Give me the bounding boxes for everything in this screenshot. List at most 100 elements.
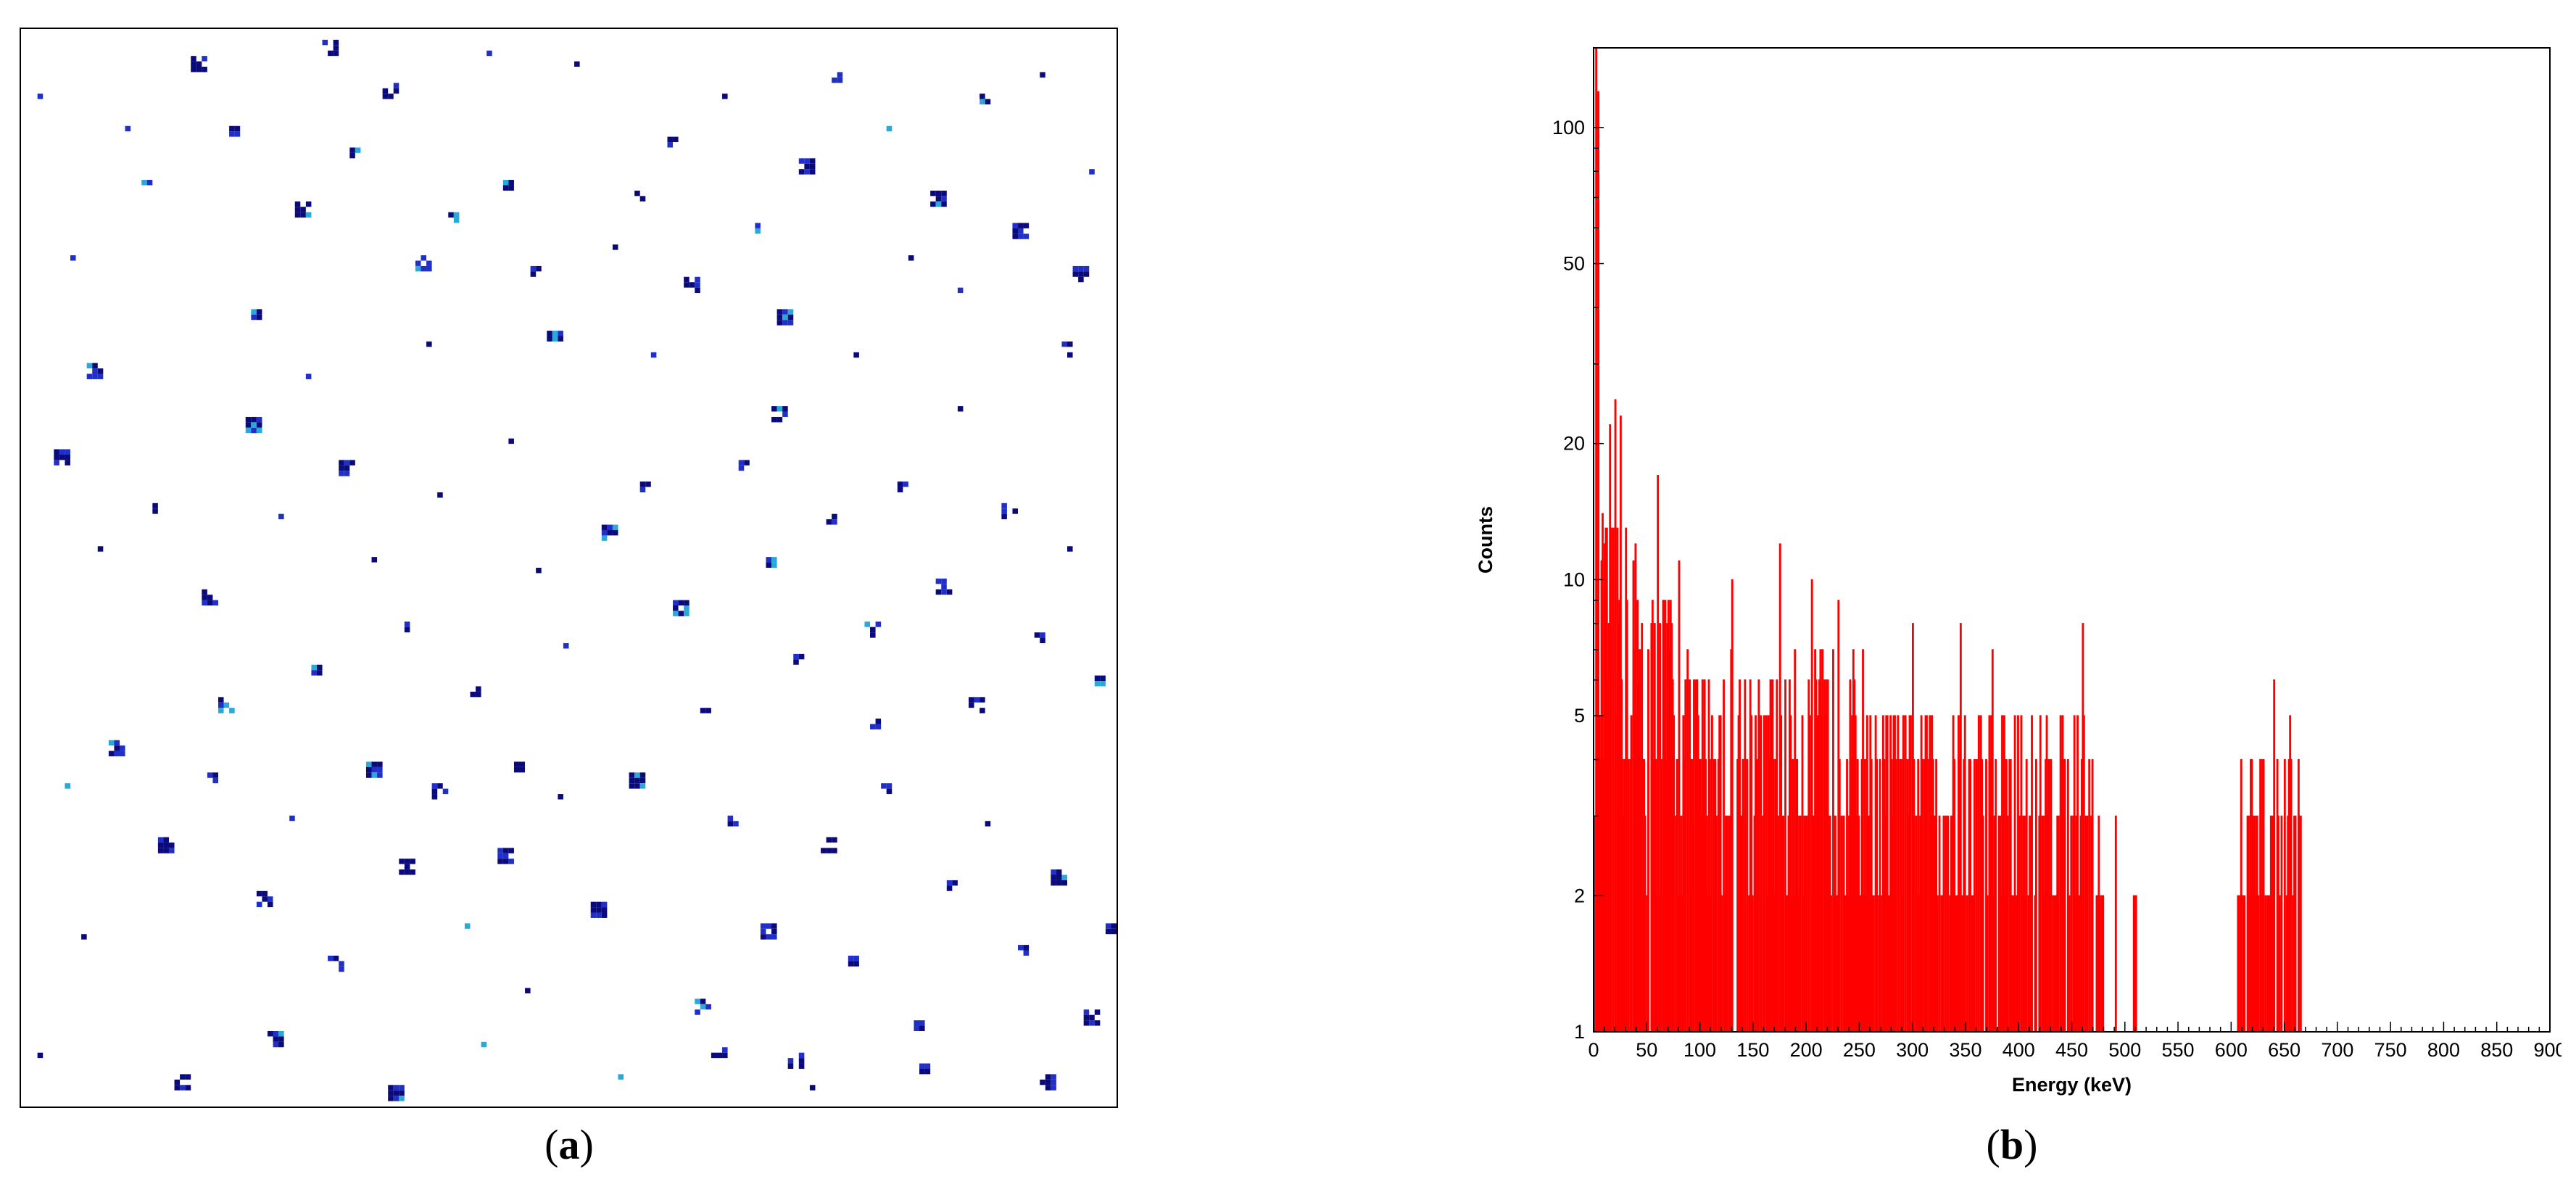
y-tick-label: 20 — [1563, 433, 1585, 455]
hit-pixel — [870, 626, 876, 633]
hit-pixel — [832, 513, 837, 520]
hit-pixel — [1089, 1020, 1095, 1026]
x-tick-label: 400 — [2003, 1039, 2035, 1061]
hit-pixel — [1094, 1009, 1101, 1015]
hit-pixel — [837, 72, 843, 78]
hit-pixel — [798, 1058, 805, 1064]
caption-open-paren: ( — [1986, 1121, 2000, 1168]
hit-pixel — [1040, 632, 1045, 638]
hit-pixel — [349, 147, 355, 153]
hit-pixel — [1012, 508, 1018, 514]
hit-pixel — [980, 697, 985, 703]
hit-pixel — [1018, 228, 1024, 234]
hit-pixel — [1067, 546, 1073, 552]
hit-pixel — [114, 750, 120, 757]
hit-pixel — [629, 783, 635, 789]
hit-pixel — [519, 766, 526, 773]
hit-pixel — [1040, 637, 1045, 644]
hit-pixel — [722, 94, 728, 99]
hit-pixel — [431, 783, 438, 789]
hit-pixel — [558, 794, 563, 800]
hit-pixel — [421, 265, 427, 272]
hit-pixel — [404, 869, 410, 875]
hit-pixel — [804, 163, 810, 170]
hit-pixel — [1045, 1079, 1051, 1085]
hit-pixel — [935, 578, 942, 584]
x-tick-label: 50 — [1636, 1039, 1657, 1061]
hit-pixel — [607, 524, 613, 530]
hit-pixel — [558, 331, 563, 336]
spectrum-axes: 0 50 100 150 200 250 300 350 400 450 500 550 600 650 7… — [1552, 47, 2561, 1061]
hit-pixel — [924, 1068, 931, 1075]
y-tick-label: 5 — [1574, 705, 1585, 727]
hit-pixel — [639, 196, 646, 202]
hit-pixel — [448, 212, 454, 218]
hit-pixel — [969, 702, 974, 708]
hit-pixel — [809, 163, 816, 170]
hit-pixel — [245, 416, 252, 423]
hit-pixel — [481, 1041, 487, 1048]
hit-pixel — [766, 562, 772, 568]
hit-pixel — [935, 196, 942, 202]
hit-pixel — [903, 481, 908, 487]
hit-pixel — [311, 670, 317, 676]
hit-pixel — [388, 94, 394, 99]
hit-pixel — [771, 934, 777, 940]
hit-pixel — [476, 686, 481, 692]
hit-pixel — [196, 67, 202, 73]
hit-pixel — [590, 901, 597, 908]
hit-pixel — [629, 777, 635, 784]
hit-pixel — [119, 750, 125, 757]
hit-pixel — [673, 136, 679, 143]
hit-pixel — [333, 955, 339, 961]
x-tick-label: 750 — [2374, 1039, 2407, 1061]
hit-pixel — [776, 314, 783, 320]
hit-pixel — [399, 859, 405, 864]
hit-pixel — [262, 890, 268, 897]
hit-pixel — [1012, 223, 1018, 228]
hit-pixel — [267, 896, 273, 902]
hit-pixel — [97, 546, 104, 552]
hit-pixel — [476, 691, 481, 698]
hit-pixel — [393, 83, 399, 88]
hit-pixel — [399, 1096, 405, 1101]
hit-pixel — [552, 336, 558, 342]
hit-pixel — [311, 664, 317, 671]
hit-pixel — [114, 745, 120, 751]
hit-pixel — [65, 449, 70, 455]
hit-pixel — [1094, 1020, 1101, 1026]
hit-pixel — [776, 320, 783, 326]
hit-pixel — [497, 859, 503, 864]
hit-pixel — [689, 282, 695, 288]
hit-pixel — [92, 363, 98, 369]
hit-pixel — [941, 589, 947, 595]
hit-pixel — [371, 766, 378, 773]
hit-pixel — [426, 341, 432, 347]
hit-pixel — [853, 961, 859, 967]
hit-pixel — [864, 621, 871, 627]
hit-pixel — [377, 772, 383, 778]
hit-pixel — [119, 745, 125, 751]
hit-pixel — [339, 966, 344, 972]
hit-pixel — [1051, 1079, 1056, 1085]
hit-pixel — [174, 1079, 181, 1085]
hit-pixel — [273, 1036, 279, 1042]
hit-pixel — [530, 271, 537, 277]
y-tick-label: 100 — [1552, 117, 1585, 138]
hit-pixel — [393, 1090, 399, 1096]
hit-pixel — [798, 1052, 805, 1059]
hit-pixel — [1067, 341, 1073, 347]
hit-pixel — [639, 777, 646, 784]
hit-pixel — [442, 788, 449, 795]
hit-pixel — [886, 125, 893, 132]
hit-pixel — [1001, 502, 1007, 509]
hit-pixel — [727, 821, 734, 827]
hit-pixel — [437, 492, 443, 498]
hit-pixel — [81, 934, 87, 940]
hit-pixel — [1051, 880, 1056, 886]
hit-pixel — [760, 928, 766, 935]
hit-pixel — [513, 761, 520, 767]
hit-pixel — [410, 869, 415, 875]
hit-pixel — [371, 761, 378, 767]
hit-pixel — [278, 1030, 284, 1037]
